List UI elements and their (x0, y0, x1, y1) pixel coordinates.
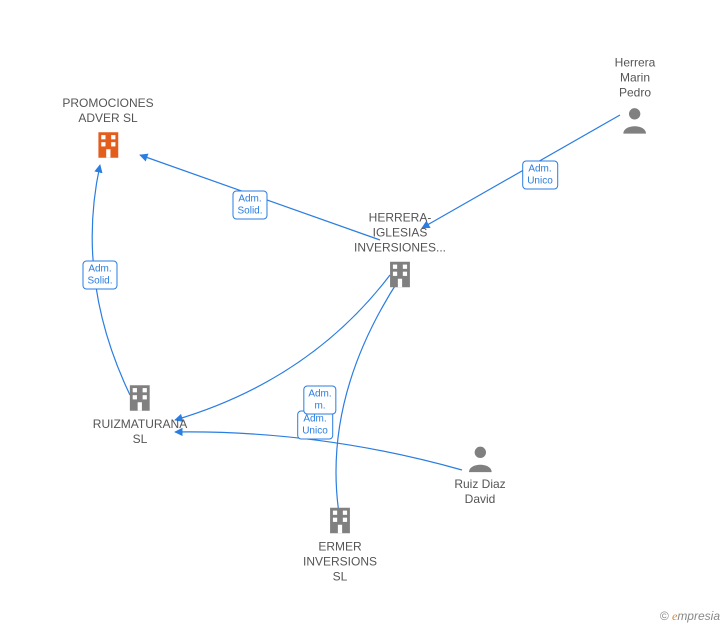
node-label: Herrera Marin Pedro (615, 56, 656, 101)
node-label: ERMER INVERSIONS SL (303, 540, 377, 585)
brand-name: mpresia (677, 609, 720, 623)
company-icon (123, 381, 157, 415)
person-icon (618, 103, 652, 137)
node-label: HERRERA- IGLESIAS INVERSIONES... (354, 211, 446, 256)
person-icon (463, 441, 497, 475)
edge-e4 (175, 275, 390, 420)
node-herrera_iglesias[interactable]: HERRERA- IGLESIAS INVERSIONES... (354, 209, 446, 292)
edge-label-e4: Adm. Unico (297, 411, 333, 440)
company-icon (383, 258, 417, 292)
edge-e5 (336, 278, 400, 520)
node-ermer[interactable]: ERMER INVERSIONS SL (303, 504, 377, 587)
edge-e1 (422, 115, 620, 228)
diagram-canvas: PROMOCIONES ADVER SL Herrera Marin Pedro… (0, 0, 728, 630)
company-icon (91, 128, 125, 162)
node-label: Ruiz Diaz David (454, 477, 505, 507)
node-ruizmaturana[interactable]: RUIZMATURANA SL (93, 381, 187, 449)
edge-label-e1: Adm. Unico (522, 161, 558, 190)
node-label: RUIZMATURANA SL (93, 417, 187, 447)
node-promociones[interactable]: PROMOCIONES ADVER SL (62, 94, 153, 162)
edge-label-e5: Adm. m. (303, 386, 336, 415)
company-icon (323, 504, 357, 538)
copyright-symbol: © (660, 609, 669, 623)
node-herrera_person[interactable]: Herrera Marin Pedro (615, 54, 656, 137)
edge-label-e3: Adm. Solid. (82, 261, 117, 290)
footer: © empresia (660, 609, 720, 624)
node-ruiz_person[interactable]: Ruiz Diaz David (454, 441, 505, 509)
node-label: PROMOCIONES ADVER SL (62, 96, 153, 126)
edge-label-e2: Adm. Solid. (232, 191, 267, 220)
